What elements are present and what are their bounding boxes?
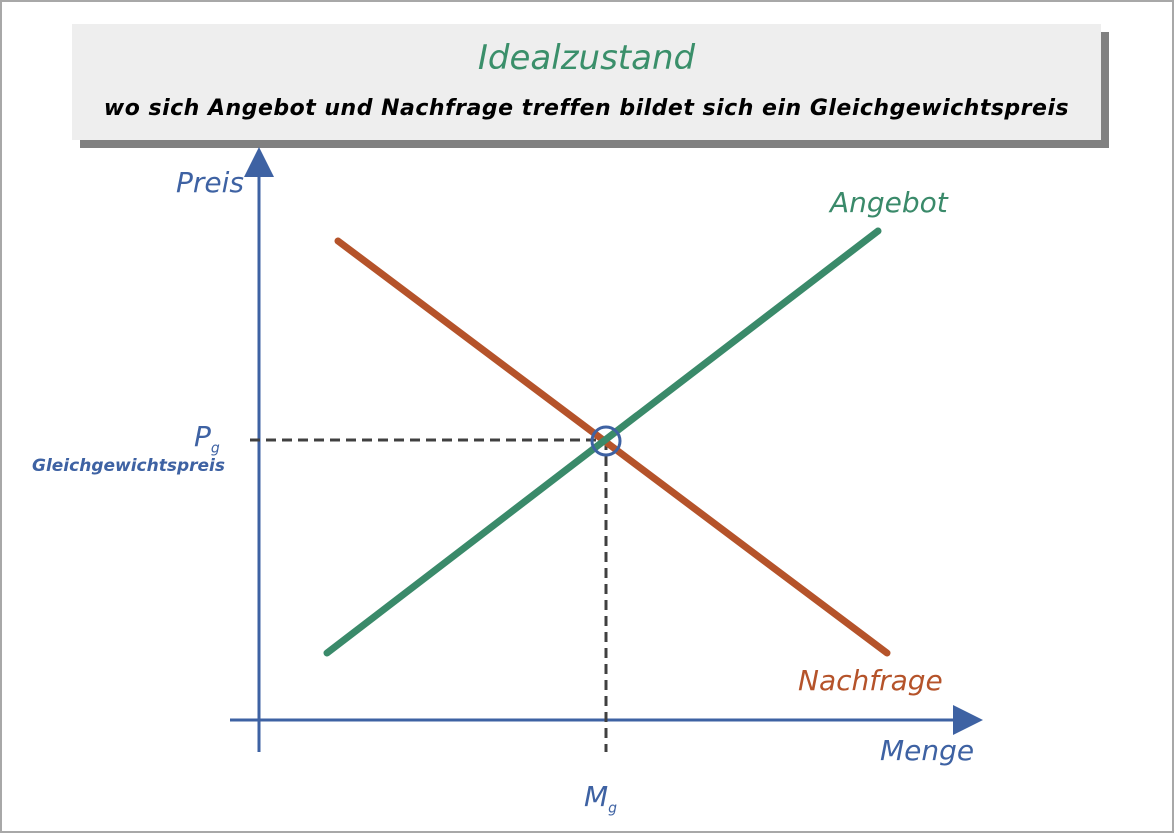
title-box: Idealzustand wo sich Angebot und Nachfra… [72, 24, 1101, 140]
equilibrium-quantity-label: Mg [584, 780, 617, 817]
supply-label: Angebot [830, 186, 948, 219]
diagram-title: Idealzustand [477, 38, 696, 78]
demand-label: Nachfrage [798, 664, 943, 697]
x-axis-label: Menge [880, 734, 975, 767]
equilibrium-price-caption: Gleichgewichtspreis [32, 456, 226, 476]
equilibrium-price-label: Pg [194, 420, 220, 457]
price-symbol: P [194, 420, 211, 453]
demand-curve [334, 237, 891, 657]
diagram-subtitle: wo sich Angebot und Nachfrage treffen bi… [103, 96, 1070, 121]
price-subscript: g [210, 440, 220, 457]
y-axis-label: Preis [176, 166, 244, 199]
supply-curve [323, 227, 882, 657]
quantity-symbol: M [584, 780, 609, 813]
equilibrium-marker [590, 425, 622, 457]
quantity-subscript: g [608, 800, 618, 817]
